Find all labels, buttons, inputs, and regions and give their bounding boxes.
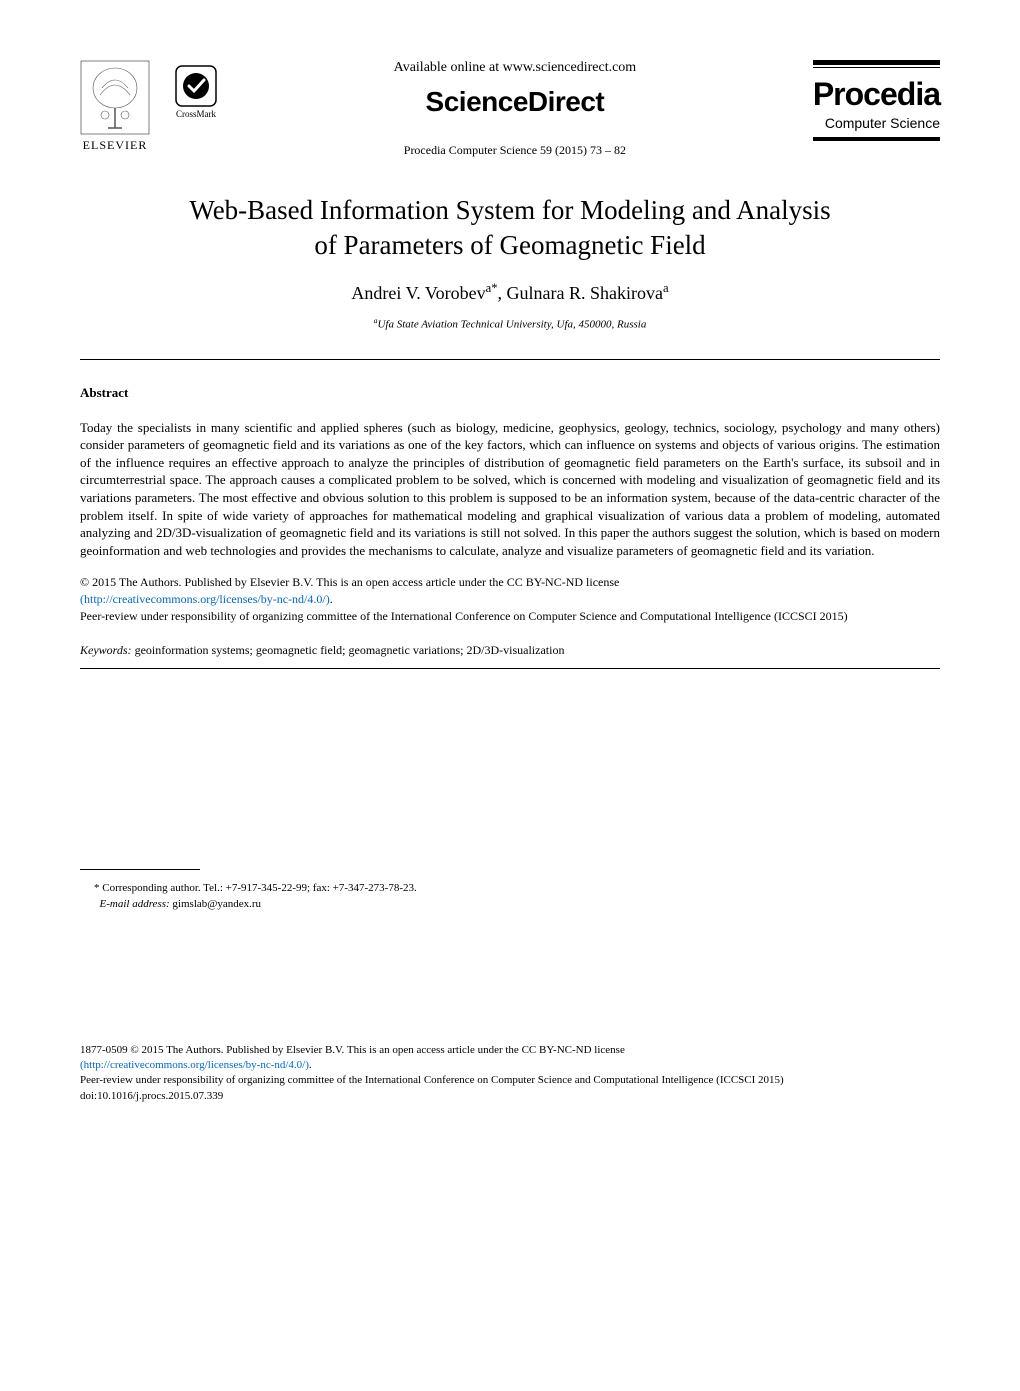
footnote-corresponding: * Corresponding author. Tel.: +7-917-345… [94,882,417,894]
page-footer: 1877-0509 © 2015 The Authors. Published … [80,1043,940,1105]
procedia-logo: Procedia Computer Science [813,60,940,141]
abstract-body: Today the specialists in many scientific… [80,419,940,559]
procedia-bar-thin [813,67,940,68]
keywords-label: Keywords: [80,643,132,657]
footnote-email: gimslab@yandex.ru [170,898,261,910]
available-online-text: Available online at www.sciencedirect.co… [237,60,793,76]
authors-line: Andrei V. Vorobeva*, Gulnara R. Shakirov… [80,281,940,304]
footer-period: . [309,1059,312,1071]
elsevier-logo: ELSEVIER [80,60,150,153]
divider-bottom [80,668,940,669]
author-2: , Gulnara R. Shakirova [498,283,663,303]
procedia-bar-bottom [813,137,940,141]
peer-review-line: Peer-review under responsibility of orga… [80,609,848,623]
sciencedirect-logo: ScienceDirect [237,86,793,118]
crossmark-label: CrossMark [176,109,216,119]
divider-top [80,359,940,360]
abstract-heading: Abstract [80,385,940,401]
affiliation-text: Ufa State Aviation Technical University,… [377,319,646,331]
title-line-1: Web-Based Information System for Modelin… [189,195,830,225]
footnote-email-label: E-mail address: [100,898,170,910]
title-line-2: of Parameters of Geomagnetic Field [314,230,705,260]
keywords-text: geoinformation systems; geomagnetic fiel… [132,643,565,657]
crossmark-icon [175,65,217,107]
copyright-block: © 2015 The Authors. Published by Elsevie… [80,574,940,624]
footer-peer-review: Peer-review under responsibility of orga… [80,1074,784,1086]
procedia-brand-text: Procedia [813,76,940,113]
page-header: ELSEVIER CrossMark Available online at w… [80,60,940,158]
license-link[interactable]: (http://creativecommons.org/licenses/by-… [80,592,330,606]
header-left-logos: ELSEVIER CrossMark [80,60,217,153]
footer-line-1: 1877-0509 © 2015 The Authors. Published … [80,1044,625,1056]
elsevier-label: ELSEVIER [83,138,148,153]
copyright-line-1: © 2015 The Authors. Published by Elsevie… [80,575,619,589]
affiliation: aUfa State Aviation Technical University… [80,316,940,331]
procedia-bar-top [813,60,940,65]
paper-title: Web-Based Information System for Modelin… [80,193,940,263]
procedia-sub-text: Computer Science [813,115,940,131]
author-2-sup: a [663,281,669,295]
footnote-separator [80,869,200,870]
copyright-period: . [330,592,333,606]
footer-doi: doi:10.1016/j.procs.2015.07.339 [80,1090,223,1102]
corresponding-footnote: * Corresponding author. Tel.: +7-917-345… [80,880,940,913]
crossmark-badge[interactable]: CrossMark [175,65,217,119]
keywords-line: Keywords: geoinformation systems; geomag… [80,643,940,658]
citation-line: Procedia Computer Science 59 (2015) 73 –… [237,143,793,158]
author-1-sup: a* [486,281,498,295]
header-center: Available online at www.sciencedirect.co… [217,60,813,158]
elsevier-tree-icon [80,60,150,135]
author-1: Andrei V. Vorobev [351,283,485,303]
footer-license-link[interactable]: (http://creativecommons.org/licenses/by-… [80,1059,309,1071]
